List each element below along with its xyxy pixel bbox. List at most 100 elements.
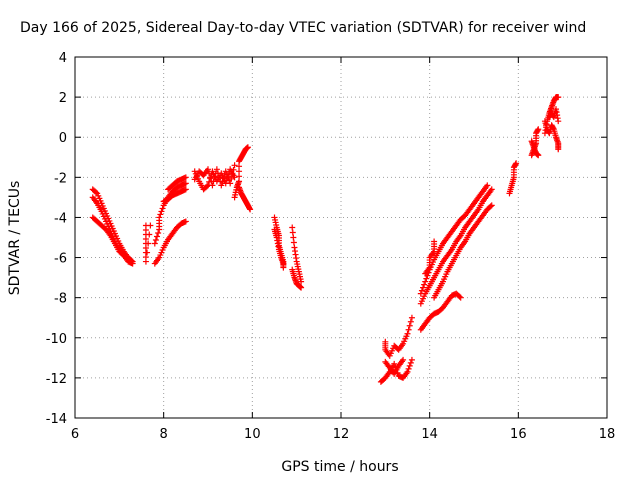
- data-point: [147, 222, 154, 229]
- data-point: [423, 275, 430, 282]
- data-point: [289, 229, 296, 236]
- data-point: [129, 260, 136, 267]
- data-point: [182, 186, 189, 193]
- data-point: [391, 360, 398, 367]
- data-point: [209, 182, 216, 189]
- data-point: [236, 173, 243, 180]
- plot-frame: [74, 56, 608, 419]
- data-point: [290, 239, 297, 246]
- data-point: [431, 238, 438, 245]
- x-tick-label: 12: [333, 427, 350, 442]
- data-point: [406, 322, 413, 329]
- data-point: [487, 203, 494, 210]
- data-point: [290, 234, 297, 241]
- data-point: [93, 189, 100, 196]
- grid-lines: [75, 57, 607, 418]
- data-point: [555, 146, 562, 153]
- x-tick-label: 10: [244, 427, 261, 442]
- data-point: [227, 180, 234, 187]
- data-point: [244, 144, 251, 151]
- data-point: [214, 170, 221, 177]
- x-tick-label: 8: [160, 427, 168, 442]
- data-point: [220, 175, 227, 182]
- data-point: [408, 356, 415, 363]
- y-axis-label: SDTVAR / TECUs: [7, 181, 23, 296]
- data-points: [89, 94, 562, 385]
- data-point: [456, 293, 463, 300]
- y-tick-label: -2: [54, 171, 67, 186]
- data-point: [236, 168, 243, 175]
- data-point: [218, 182, 225, 189]
- data-point: [219, 178, 226, 185]
- y-tick-label: 0: [59, 131, 67, 146]
- data-point: [404, 330, 411, 337]
- data-point: [404, 368, 411, 375]
- data-point: [488, 202, 495, 209]
- data-point: [223, 171, 230, 178]
- x-tick-label: 6: [71, 427, 79, 442]
- data-point: [418, 287, 425, 294]
- data-point: [222, 168, 229, 175]
- data-point: [231, 174, 238, 181]
- data-point: [555, 94, 562, 101]
- data-point: [555, 118, 562, 125]
- data-point: [182, 174, 189, 181]
- data-point: [155, 229, 162, 236]
- y-tick-label: -4: [54, 211, 67, 226]
- data-point: [231, 162, 238, 169]
- data-point: [400, 356, 407, 363]
- data-point: [146, 231, 153, 238]
- data-point: [407, 318, 414, 325]
- data-point: [408, 314, 415, 321]
- axis-ticks: 6 8 10 12 14 16 18 4 2 0 -2 -4 -6 -8 -10 -12 -14: [46, 51, 616, 442]
- data-point: [420, 284, 427, 291]
- data-point: [289, 224, 296, 231]
- data-point: [203, 183, 210, 190]
- chart-title: Day 166 of 2025, Sidereal Day-to-day VTE…: [20, 20, 586, 36]
- x-axis-label: GPS time / hours: [281, 459, 398, 475]
- data-point: [236, 163, 243, 170]
- data-point: [154, 233, 161, 240]
- x-tick-label: 18: [599, 427, 616, 442]
- data-point: [230, 166, 237, 173]
- data-point: [229, 171, 236, 178]
- data-point: [224, 174, 231, 181]
- data-point: [182, 180, 189, 187]
- data-point: [406, 362, 413, 369]
- data-point: [247, 206, 254, 213]
- data-point: [151, 240, 158, 247]
- data-point: [144, 249, 151, 256]
- y-tick-label: -12: [46, 372, 67, 387]
- data-point: [457, 294, 464, 301]
- data-point: [484, 182, 491, 189]
- data-point: [513, 160, 520, 167]
- data-point: [298, 284, 305, 291]
- data-point: [228, 175, 235, 182]
- data-point: [158, 208, 165, 215]
- data-point: [535, 126, 542, 133]
- x-tick-label: 16: [510, 427, 527, 442]
- y-tick-label: -10: [46, 332, 67, 347]
- data-point: [422, 278, 429, 285]
- data-point: [535, 152, 542, 159]
- y-tick-label: -14: [46, 412, 67, 427]
- data-point: [182, 218, 189, 225]
- y-tick-label: -8: [54, 292, 67, 307]
- data-point: [213, 166, 220, 173]
- data-point: [210, 178, 217, 185]
- data-point: [156, 214, 163, 221]
- y-tick-label: 2: [59, 91, 67, 106]
- data-point: [488, 186, 495, 193]
- data-point: [206, 170, 213, 177]
- data-point: [216, 174, 223, 181]
- data-point: [236, 178, 243, 185]
- data-point: [124, 255, 131, 262]
- data-point: [417, 290, 424, 297]
- data-point: [157, 211, 164, 218]
- x-tick-label: 14: [421, 427, 438, 442]
- data-point: [159, 205, 166, 212]
- data-point: [142, 258, 149, 265]
- data-point: [145, 240, 152, 247]
- data-point: [421, 281, 428, 288]
